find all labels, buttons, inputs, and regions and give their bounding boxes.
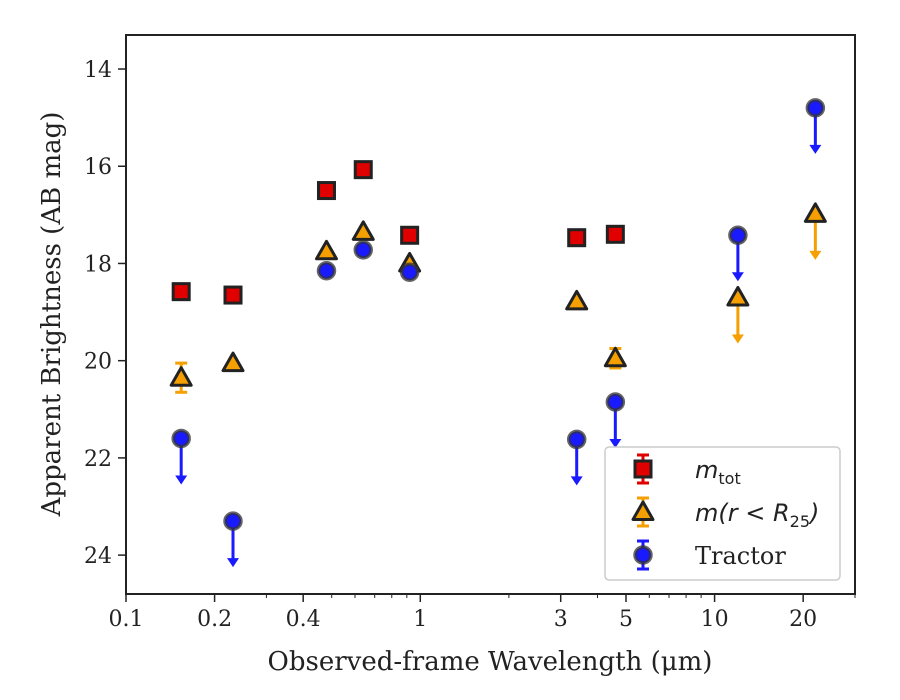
- data-point: [605, 392, 626, 412]
- x-tick-label: 0.4: [286, 607, 321, 632]
- x-tick-label: 0.1: [109, 607, 144, 632]
- data-point: [316, 181, 336, 201]
- legend-box: [604, 446, 841, 581]
- legend-marker: [631, 500, 655, 521]
- upper-limit-arrowhead: [609, 438, 622, 448]
- upper-limit-arrowhead: [570, 476, 583, 486]
- legend-label: m(r < R25): [695, 499, 819, 531]
- legend-label: Tractor: [695, 542, 786, 570]
- series-circle: [171, 98, 826, 568]
- x-tick-label: 20: [789, 607, 817, 632]
- legend: mtot m(r < R25) Tractor: [604, 446, 841, 581]
- upper-limit-arrowhead: [809, 144, 822, 154]
- legend-label: mtot: [695, 456, 741, 488]
- y-tick-label: 24: [84, 544, 112, 569]
- upper-limit-arrowhead: [809, 250, 822, 260]
- upper-limit-arrowhead: [731, 334, 744, 344]
- data-point: [169, 366, 193, 387]
- y-axis: 14 16 18 20 22 24: [84, 58, 126, 569]
- upper-limit-arrowhead: [227, 558, 240, 568]
- data-point: [353, 160, 373, 180]
- data-point: [399, 262, 420, 282]
- data-point: [223, 511, 243, 531]
- data-point: [803, 202, 827, 223]
- data-point: [605, 224, 625, 244]
- data-point: [400, 225, 420, 245]
- data-point: [566, 429, 587, 450]
- data-point: [223, 285, 243, 305]
- plot-frame: [125, 34, 856, 595]
- y-tick-label: 14: [84, 58, 112, 83]
- data-point: [353, 240, 374, 260]
- data-point: [316, 261, 337, 281]
- x-tick-label: 1: [413, 607, 427, 632]
- data-point: [603, 346, 627, 368]
- y-tick-label: 20: [84, 350, 112, 375]
- x-tick-label: 5: [619, 607, 633, 632]
- upper-limit-arrowhead: [175, 475, 188, 485]
- x-tick-label: 0.2: [197, 607, 232, 632]
- data-point: [351, 220, 375, 241]
- x-axis: 0.1 0.2 0.4 1 3 5 10 20: [109, 594, 856, 632]
- legend-marker: [633, 459, 653, 479]
- x-axis-label: Observed-frame Wavelength (μm): [268, 647, 713, 677]
- data-point: [567, 228, 587, 248]
- x-tick-label: 3: [554, 607, 568, 632]
- upper-limit-arrowhead: [731, 272, 744, 282]
- data-point: [805, 98, 826, 118]
- data-point: [728, 225, 748, 246]
- plot-marks: [169, 98, 827, 568]
- data-point: [221, 351, 245, 373]
- legend-marker: [633, 545, 653, 565]
- x-tick-label: 10: [701, 607, 729, 632]
- y-tick-label: 16: [84, 155, 112, 180]
- series-triangle: [169, 202, 827, 394]
- series-square: [171, 160, 625, 305]
- y-tick-label: 22: [84, 447, 112, 472]
- data-point: [171, 428, 191, 449]
- data-point: [314, 239, 338, 261]
- data-point: [565, 289, 589, 311]
- y-axis-label: Apparent Brightness (AB mag): [37, 112, 67, 518]
- data-point: [726, 285, 750, 307]
- y-tick-label: 18: [84, 252, 112, 277]
- data-point: [171, 282, 191, 302]
